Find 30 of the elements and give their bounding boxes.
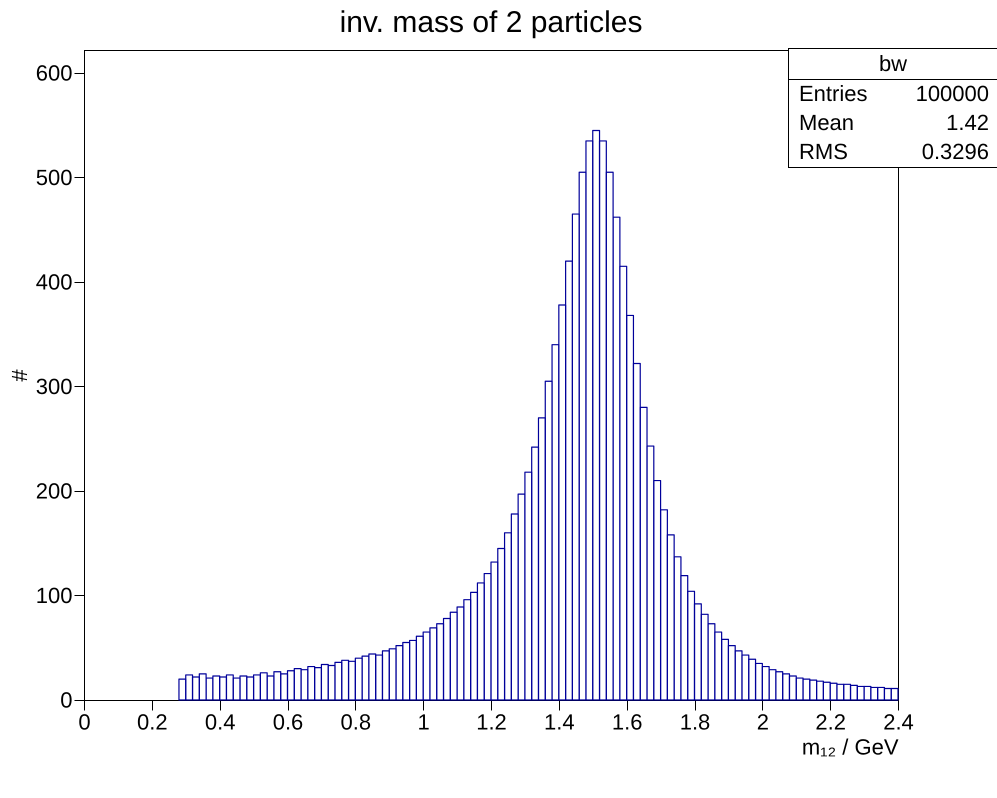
x-tick-label: 0 xyxy=(78,710,91,734)
x-tick-label: 2.4 xyxy=(883,710,914,734)
annotation: Mean xyxy=(799,110,854,136)
y-tick-label: 100 xyxy=(36,583,72,608)
text: 100000 xyxy=(916,81,989,106)
y-tick-label: 200 xyxy=(36,478,72,504)
x-tick-label: 0.4 xyxy=(204,710,236,734)
y-tick-label: 300 xyxy=(36,374,72,399)
x-tick-label: 2.2 xyxy=(815,710,846,734)
y-axis-title: # xyxy=(6,368,32,382)
annotation: Entries xyxy=(799,81,868,107)
y-tick-label: 600 xyxy=(36,60,72,86)
chart-title: inv. mass of 2 particles xyxy=(340,6,642,39)
annotation: RMS xyxy=(799,139,848,165)
text: 0.3296 xyxy=(922,139,989,164)
x-tick-label: 1.2 xyxy=(476,710,507,734)
x-axis-title: m₁₂ / GeV xyxy=(802,734,899,760)
x-tick-label: 1 xyxy=(418,710,430,734)
y-tick-label: 0 xyxy=(60,688,72,712)
y-tick-label: 400 xyxy=(36,269,72,294)
x-tick-label: 1.6 xyxy=(612,710,642,734)
x-tick-label: 0.8 xyxy=(340,710,372,734)
x-tick-label: 0.6 xyxy=(272,710,304,734)
annotation: bw xyxy=(789,49,997,80)
y-tick-label: 500 xyxy=(36,164,72,190)
x-tick-label: 2 xyxy=(756,710,769,734)
x-tick-label: 1.4 xyxy=(544,710,575,734)
text: 1.42 xyxy=(946,110,989,135)
x-tick-label: 0.2 xyxy=(137,710,168,734)
x-tick-label: 1.8 xyxy=(680,710,710,734)
